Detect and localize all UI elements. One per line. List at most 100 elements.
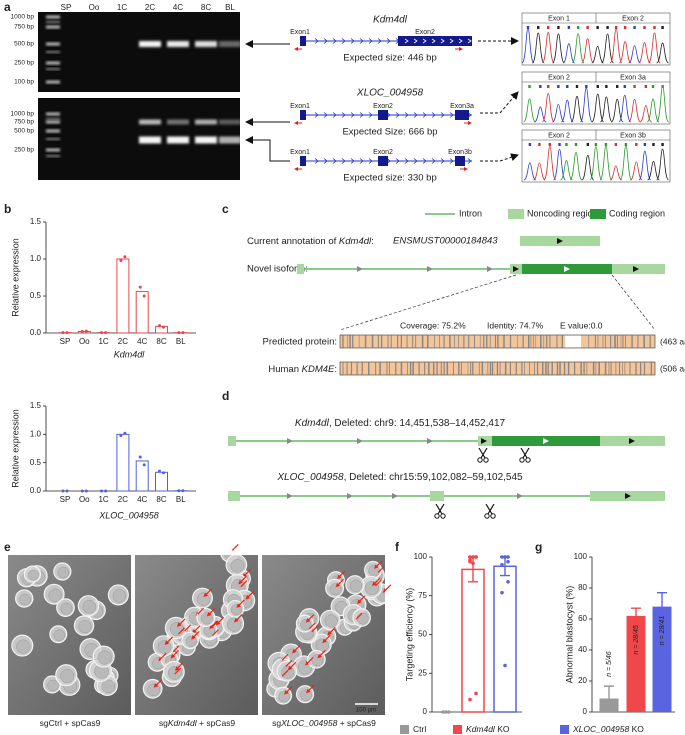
arrow-glyph — [629, 438, 635, 444]
y-tick-label: 25 — [418, 668, 427, 677]
ladder-label: 750 bp — [14, 119, 34, 126]
scissors-ring — [525, 457, 531, 463]
red-arrow — [308, 622, 316, 630]
base-call — [546, 26, 550, 29]
embryo-inner — [157, 640, 172, 654]
text-part: + spCas9 — [197, 718, 236, 728]
base-call — [548, 143, 552, 146]
arrow-glyph — [294, 121, 298, 125]
x-tick-label: 1C — [98, 495, 108, 504]
text-part: : — [334, 364, 337, 375]
x-tick-label: SP — [60, 495, 71, 504]
y-axis-title: Relative expression — [10, 409, 20, 488]
trace-peak — [531, 32, 545, 64]
scissors-blade — [485, 503, 495, 515]
replicate-dot — [100, 489, 104, 493]
error-bar — [604, 685, 614, 712]
text-part: sg — [159, 718, 168, 728]
panel-label: c — [222, 202, 229, 216]
legend-swatch — [400, 725, 409, 734]
chevron — [458, 38, 463, 44]
base-call — [651, 85, 655, 88]
chevron — [323, 158, 328, 164]
base-call — [547, 85, 550, 88]
base-call — [635, 143, 638, 146]
y-tick-label: 1.0 — [30, 429, 42, 438]
chevron — [467, 158, 472, 164]
replicate-dot — [119, 433, 123, 437]
label: Kdm4dl, Deleted: chr9: 14,451,538–14,452… — [295, 418, 506, 429]
replicate-dot — [84, 489, 88, 493]
base-call — [633, 85, 636, 88]
data-point — [503, 663, 507, 668]
replicate-dot — [177, 489, 181, 493]
annotation-label: Current annotation of Kdm4dl: — [247, 236, 374, 247]
box — [228, 491, 240, 501]
data-point — [468, 559, 472, 564]
scale-label: 100 μm — [356, 708, 376, 714]
replicate-dot — [84, 329, 88, 333]
chevron — [368, 158, 373, 164]
gene-title: XLOC_004958 — [356, 88, 424, 99]
red-arrow — [328, 626, 336, 634]
legend-label: Ctrl — [413, 724, 426, 734]
base-call — [574, 143, 578, 146]
embryo-inner — [281, 665, 295, 679]
chevron — [350, 38, 355, 44]
chevron — [431, 38, 436, 44]
base-call — [661, 26, 664, 29]
red-arrow — [318, 649, 326, 657]
trace-header: Exon 2 — [622, 15, 644, 22]
embryo-inner — [60, 669, 75, 684]
y-tick-label: 0.5 — [30, 291, 42, 300]
scissors-ring — [490, 513, 496, 519]
trace-peak — [552, 33, 565, 64]
arrow-glyph — [513, 266, 519, 272]
trace-peak — [581, 154, 595, 181]
ladder-band — [46, 42, 60, 46]
trace-peak — [656, 148, 669, 181]
red-arrow — [285, 686, 293, 694]
replicate-dot — [104, 331, 108, 335]
red-arrow — [178, 627, 185, 635]
red-arrow — [358, 595, 366, 603]
arrow-glyph — [459, 47, 463, 51]
text-part: Human — [268, 364, 301, 375]
base-call — [643, 26, 646, 29]
data-point — [500, 590, 504, 595]
replicate-dot — [138, 285, 142, 289]
caption: sgKdm4dl + spCas9 — [159, 718, 236, 728]
data-point — [447, 710, 451, 714]
trace-peak — [589, 146, 603, 181]
chevron — [359, 158, 364, 164]
exon — [455, 110, 469, 120]
text-part: XLOC_004958 — [276, 472, 344, 483]
red-arrow — [208, 608, 216, 615]
x-tick-label: 4C — [137, 495, 147, 504]
embryo-inner — [53, 629, 65, 641]
embryo-inner — [230, 604, 243, 616]
exon — [300, 36, 306, 46]
replicate-dot — [181, 331, 185, 335]
chevron — [449, 112, 454, 118]
legend-swatch — [560, 725, 569, 734]
chevron — [413, 38, 418, 44]
lane-label: SP — [61, 3, 72, 12]
ladder-label: 100 bp — [14, 79, 34, 86]
data-point — [506, 559, 510, 564]
chevron — [314, 112, 319, 118]
lane-label: BL — [225, 3, 235, 12]
x-tick-label: 4C — [137, 337, 147, 346]
data-point — [474, 555, 478, 559]
gel-band — [195, 119, 217, 125]
red-arrow — [307, 614, 315, 622]
x-tick-label: 1C — [98, 337, 108, 346]
embryos — [11, 562, 129, 696]
text-part: KO — [495, 724, 510, 734]
chevron — [386, 38, 391, 44]
legend-label: Kdm4dl KO — [466, 724, 510, 734]
trace-peak — [523, 98, 536, 123]
base-call — [538, 143, 541, 146]
arrow-glyph — [517, 493, 523, 499]
